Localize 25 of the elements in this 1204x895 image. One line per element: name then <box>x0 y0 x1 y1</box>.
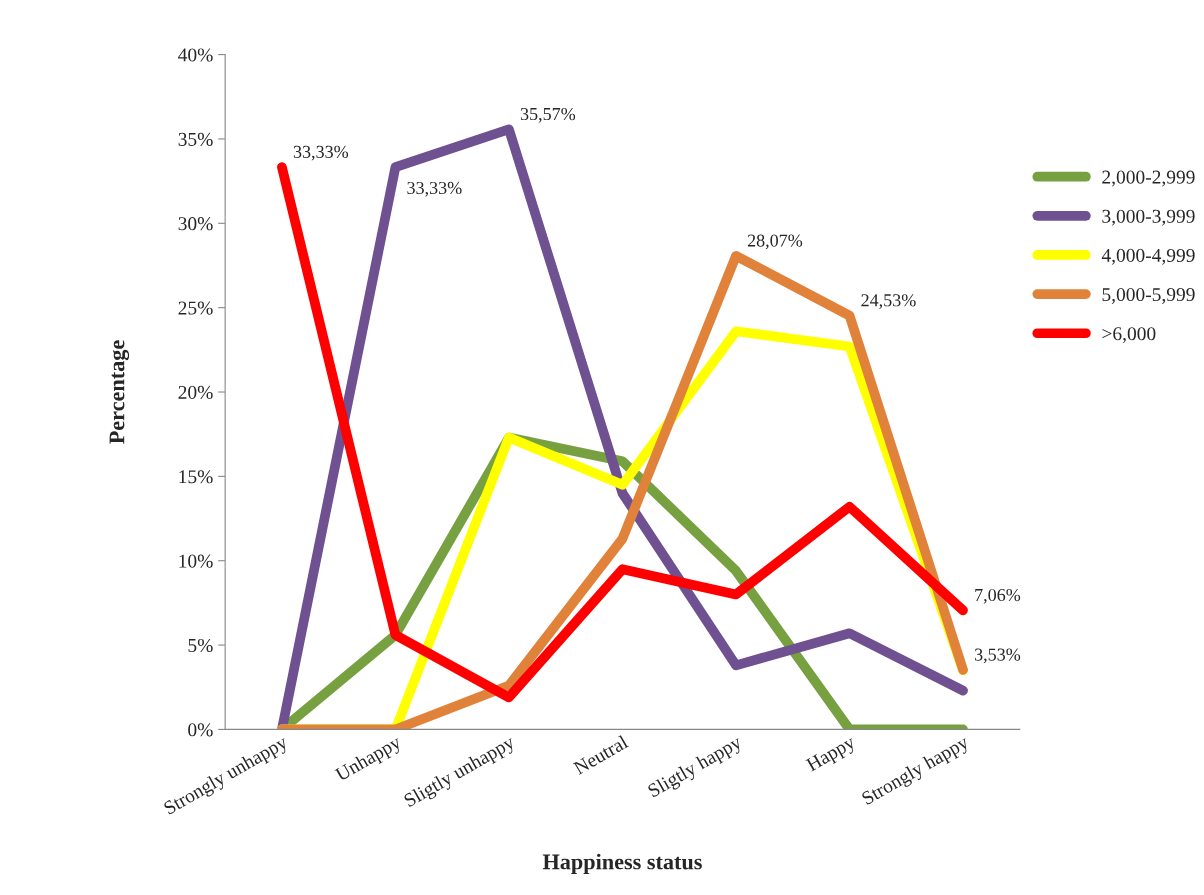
y-tick-label: 30% <box>178 217 213 231</box>
y-tick-label: 40% <box>178 48 213 62</box>
data-label: 33,33% <box>293 145 349 161</box>
legend-label: >6,000 <box>1102 327 1156 344</box>
x-axis-title: Happiness status <box>542 853 702 874</box>
data-label: 24,53% <box>861 294 916 309</box>
y-axis-title: Percentage <box>109 340 130 444</box>
y-tick-label: 10% <box>179 554 213 568</box>
x-tick-label: Happy <box>805 734 859 776</box>
data-label: 7,06% <box>975 588 1021 604</box>
legend-label: 5,000-5,999 <box>1102 287 1195 304</box>
x-tick-label: Sligtly happy <box>646 734 745 802</box>
y-tick-label: 35% <box>178 132 213 146</box>
data-label: 28,07% <box>747 234 803 250</box>
legend-label: 4,000-4,999 <box>1101 248 1195 265</box>
data-label: 33,33% <box>407 181 462 197</box>
y-tick-label: 20% <box>178 385 213 400</box>
y-tick-label: 15% <box>179 470 213 484</box>
y-tick-label: 0% <box>188 723 213 737</box>
legend-label: 3,000-3,999 <box>1102 209 1195 226</box>
data-label: 35,57% <box>520 107 576 123</box>
data-label: 3,53% <box>975 648 1021 664</box>
y-tick-label: 5% <box>188 638 213 653</box>
legend-label: 2,000-2,999 <box>1102 170 1195 187</box>
y-tick-label: 25% <box>178 301 213 315</box>
